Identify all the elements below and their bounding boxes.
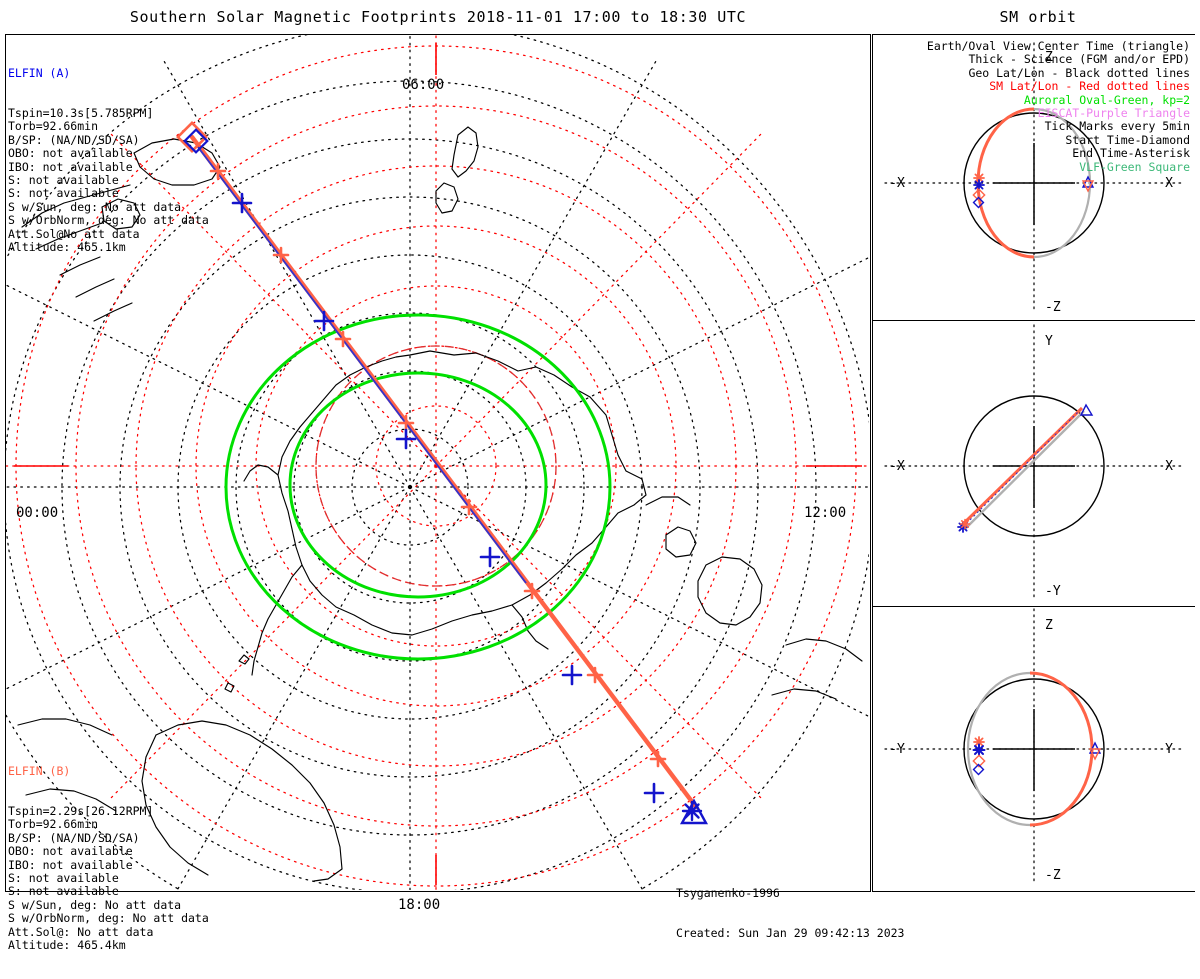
elfin-b-line-3: OBO: not available <box>8 844 133 859</box>
elfin-a-label: ELFIN (A) <box>8 65 71 80</box>
elfin-a-line-9: Att.Sol@No att data <box>8 226 140 241</box>
elfin-a-line-6: S: not available <box>8 186 119 201</box>
elfin-b-line-10: Altitude: 465.4km <box>8 938 126 953</box>
end-time-asterisk-elfin-a <box>681 800 703 822</box>
elfin-b-label: ELFIN (B) <box>8 763 71 778</box>
footprint-track-elfin-a <box>197 146 527 584</box>
orbit-panel-yz: Y -Y Z -Z <box>872 606 1195 892</box>
axis-label-x-neg: -X <box>889 176 905 191</box>
elfin-b-lines: Tspin=2.29s[26.12RPM] Torb=92.66min B/SP: … <box>8 804 209 953</box>
earth-circle-xz <box>963 112 1105 254</box>
markers-yz <box>972 736 1102 776</box>
legend-item-1: Thick - Science (FGM and/or EPD) <box>968 52 1190 67</box>
elfin-a-lines: Tspin=10.3s[5.785RPM] Torb=92.66min B/SP: … <box>8 106 209 255</box>
start-time-diamond-elfin-b <box>176 121 208 153</box>
elfin-a-line-4: IBO: not available <box>8 159 133 174</box>
mlt-label-1200: 12:00 <box>804 505 847 521</box>
elfin-a-line-7: S w/Sun, deg: No att data <box>8 199 182 214</box>
axis-label-y-neg-yz: -Y <box>889 742 905 757</box>
auroral-oval <box>224 313 612 661</box>
elfin-a-line-2: B/SP: (NA/ND/SD/SA) <box>8 132 140 147</box>
elfin-a-line-5: S: not available <box>8 173 119 188</box>
credit-block: Tsyganenko-1996 Created: Sun Jan 29 09:4… <box>676 860 904 967</box>
sm-orbit-title: SM orbit <box>999 8 1077 26</box>
axis-label-x-neg-xy: -X <box>889 459 905 474</box>
elfin-a-line-3: OBO: not available <box>8 146 133 161</box>
elfin-a-line-10: Altitude: 465.1km <box>8 240 126 255</box>
orbit-panel-xy: X -X Y -Y <box>872 320 1195 606</box>
axis-label-z-neg-yz: -Z <box>1045 868 1061 883</box>
legend-item-5: EISCAT-Purple Triangle <box>1037 106 1190 121</box>
model-name: Tsyganenko-1996 <box>676 885 780 900</box>
markers-xy <box>957 403 1094 533</box>
orbit-panel-xz: X -X Z -Z <box>872 34 1195 320</box>
polar-plot-frame: 06:00 12:00 18:00 00:00 <box>5 34 871 913</box>
page-title: Southern Solar Magnetic Footprints 2018-… <box>129 8 747 26</box>
axis-label-z-pos: Z <box>1045 50 1053 65</box>
elfin-b-line-1: Torb=92.66min <box>8 817 99 832</box>
earth-circle-yz <box>963 678 1105 820</box>
polar-plot-canvas <box>6 35 869 890</box>
legend-item-9: VLF-Green Square <box>1079 159 1190 174</box>
axis-label-y-pos-yz: Y <box>1165 742 1173 757</box>
legend-item-8: End Time-Asterisk <box>1072 146 1190 161</box>
sm-axis-lines <box>14 43 862 885</box>
elfin-b-line-9: Att.Sol@: No att data <box>8 924 154 939</box>
mlt-label-0600: 06:00 <box>402 77 445 93</box>
legend-item-4: Auroral Oval-Green, kp=2 <box>1023 92 1190 107</box>
mlt-label-1800: 18:00 <box>398 897 441 913</box>
elfin-b-info: ELFIN (B) Tspin=2.29s[26.12RPM] Torb=92.6… <box>8 738 209 979</box>
mlt-label-0000: 00:00 <box>16 505 59 521</box>
tick-marks-elfin-b <box>209 162 667 768</box>
legend-item-3: SM Lat/Lon - Red dotted lines <box>989 79 1190 94</box>
elfin-b-line-7: S w/Sun, deg: No att data <box>8 897 182 912</box>
elfin-a-line-8: S w/OrbNorm, deg: No att data <box>8 213 209 228</box>
elfin-a-line-0: Tspin=10.3s[5.785RPM] <box>8 106 154 121</box>
legend-item-6: Tick Marks every 5min <box>1044 119 1190 134</box>
elfin-b-line-0: Tspin=2.29s[26.12RPM] <box>8 804 154 819</box>
legend-item-0: Earth/Oval View Center Time (triangle) <box>926 39 1190 53</box>
axis-label-x-pos: X <box>1165 176 1173 191</box>
axis-label-z-neg: -Z <box>1045 300 1061 315</box>
legend-item-2: Geo Lat/Lon - Black dotted lines <box>968 65 1190 80</box>
elfin-b-line-5: S: not available <box>8 871 119 886</box>
markers-xz <box>972 172 1095 209</box>
footprint-track-elfin-b <box>189 134 699 810</box>
elfin-b-line-6: S: not available <box>8 884 119 899</box>
elfin-a-info: ELFIN (A) Tspin=10.3s[5.785RPM] Torb=92.6… <box>8 40 209 281</box>
elfin-b-line-8: S w/OrbNorm, deg: No att data <box>8 911 209 926</box>
start-time-diamond-elfin-a <box>183 128 209 154</box>
tick-marks-elfin-a <box>231 192 665 804</box>
created-timestamp: Created: Sun Jan 29 09:42:13 2023 <box>676 926 905 941</box>
figure-root: Southern Solar Magnetic Footprints 2018-… <box>5 8 1195 952</box>
earth-circle-xy <box>963 395 1105 537</box>
plot-legend: Earth/Oval View Center Time (triangle) Th… <box>926 39 1190 174</box>
sm-inner-circle <box>315 345 557 587</box>
elfin-b-line-2: B/SP: (NA/ND/SD/SA) <box>8 830 140 845</box>
legend-item-7: Start Time-Diamond <box>1065 132 1190 147</box>
orbit-track-gray-xy <box>964 410 1085 530</box>
axis-label-y-neg-xy: -Y <box>1045 584 1061 599</box>
elfin-b-line-4: IBO: not available <box>8 857 133 872</box>
sm-orbit-panels: X -X Z -Z <box>872 34 1195 892</box>
axis-label-z-pos-yz: Z <box>1045 618 1053 633</box>
axis-label-y-pos-xy: Y <box>1045 334 1053 349</box>
axis-label-x-pos-xy: X <box>1165 459 1173 474</box>
geo-grid <box>6 35 869 890</box>
coastlines <box>17 126 863 882</box>
elfin-a-line-1: Torb=92.66min <box>8 119 99 134</box>
orbit-track-red-xy <box>959 406 1084 528</box>
